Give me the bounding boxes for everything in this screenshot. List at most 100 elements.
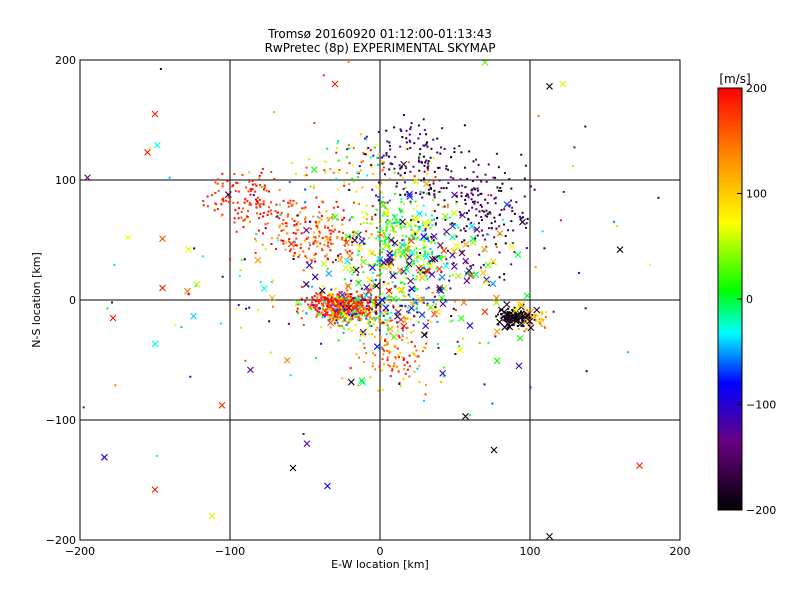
scatter-dot — [530, 185, 533, 188]
scatter-cross — [526, 317, 534, 325]
scatter-cross — [506, 323, 514, 331]
scatter-dot — [427, 162, 430, 165]
scatter-dot — [329, 236, 332, 239]
scatter-dot — [386, 214, 389, 217]
scatter-dot — [238, 275, 241, 278]
scatter-dot — [433, 295, 436, 298]
scatter-dot — [236, 212, 239, 215]
scatter-cross — [347, 378, 355, 386]
scatter-dot — [366, 148, 369, 151]
scatter-dot — [349, 300, 352, 303]
scatter-dot — [479, 266, 482, 269]
scatter-dot — [341, 308, 344, 311]
scatter-cross — [434, 308, 441, 316]
scatter-dot — [254, 198, 257, 201]
scatter-dot — [407, 244, 410, 247]
scatter-dot — [481, 209, 484, 212]
scatter-dot — [422, 224, 425, 227]
scatter-dot — [214, 181, 217, 184]
scatter-dot — [488, 227, 491, 230]
scatter-cross — [546, 533, 553, 540]
scatter-dot — [431, 209, 434, 212]
scatter-dot — [425, 245, 428, 248]
scatter-dot — [406, 368, 409, 371]
scatter-dot — [345, 323, 348, 326]
scatter-dot — [400, 200, 403, 203]
scatter-dot — [236, 201, 239, 204]
scatter-dot — [257, 308, 260, 311]
scatter-dot — [360, 256, 363, 259]
scatter-dot — [495, 245, 498, 248]
scatter-dot — [429, 222, 432, 225]
scatter-dot — [295, 237, 298, 240]
scatter-dot — [358, 244, 361, 247]
scatter-dot — [399, 385, 402, 388]
scatter-dot — [321, 308, 324, 311]
scatter-dot — [82, 406, 85, 409]
scatter-dot — [319, 242, 322, 245]
scatter-dot — [336, 312, 339, 315]
scatter-dot — [380, 347, 383, 350]
scatter-dot — [327, 298, 330, 301]
scatter-dot — [414, 238, 417, 241]
scatter-dot — [476, 187, 479, 190]
scatter-dot — [416, 367, 419, 370]
scatter-dot — [371, 205, 374, 208]
scatter-dot — [334, 307, 337, 310]
scatter-dot — [312, 304, 315, 307]
scatter-dot — [384, 229, 387, 232]
scatter-dot — [365, 305, 368, 308]
scatter-dot — [480, 205, 483, 208]
scatter-dot — [533, 313, 536, 316]
scatter-dot — [329, 249, 332, 252]
scatter-dot — [413, 353, 416, 356]
scatter-dot — [315, 291, 318, 294]
scatter-cross — [502, 314, 509, 322]
scatter-dot — [261, 243, 264, 246]
scatter-dot — [106, 307, 109, 310]
scatter-dot — [348, 219, 351, 222]
scatter-dot — [433, 218, 436, 221]
scatter-dot — [407, 239, 410, 242]
scatter-dot — [235, 181, 238, 184]
scatter-dot — [513, 306, 516, 309]
scatter-dot — [406, 361, 409, 364]
scatter-dot — [521, 211, 524, 214]
scatter-dot — [406, 306, 409, 309]
scatter-dot — [379, 316, 382, 319]
scatter-dot — [422, 191, 425, 194]
scatter-dot — [347, 304, 350, 307]
scatter-cross — [159, 235, 166, 243]
scatter-cross — [394, 312, 401, 320]
scatter-dot — [256, 201, 259, 204]
scatter-dot — [348, 188, 351, 191]
scatter-cross — [359, 328, 367, 336]
scatter-dot — [539, 311, 542, 314]
scatter-dot — [403, 181, 406, 184]
scatter-dot — [335, 319, 338, 322]
scatter-dot — [264, 227, 267, 230]
scatter-dot — [362, 360, 365, 363]
scatter-dot — [377, 234, 380, 237]
scatter-dot — [286, 232, 289, 235]
scatter-dot — [417, 228, 420, 231]
scatter-dot — [514, 321, 517, 324]
scatter-dot — [322, 74, 325, 77]
scatter-dot — [383, 212, 386, 215]
scatter-dot — [427, 319, 430, 322]
scatter-cross — [451, 191, 458, 199]
scatter-cross — [382, 242, 390, 249]
scatter-dot — [313, 254, 316, 257]
scatter-dot — [371, 352, 374, 355]
scatter-dot — [449, 320, 452, 323]
scatter-dot — [206, 195, 209, 198]
scatter-dot — [494, 220, 497, 223]
scatter-dot — [325, 308, 328, 311]
scatter-dot — [370, 222, 373, 225]
scatter-dot — [243, 258, 246, 261]
scatter-dot — [314, 308, 317, 311]
scatter-dot — [371, 172, 374, 175]
x-tick-label: 0 — [377, 545, 384, 558]
scatter-dot — [304, 188, 307, 191]
scatter-dot — [506, 311, 509, 314]
